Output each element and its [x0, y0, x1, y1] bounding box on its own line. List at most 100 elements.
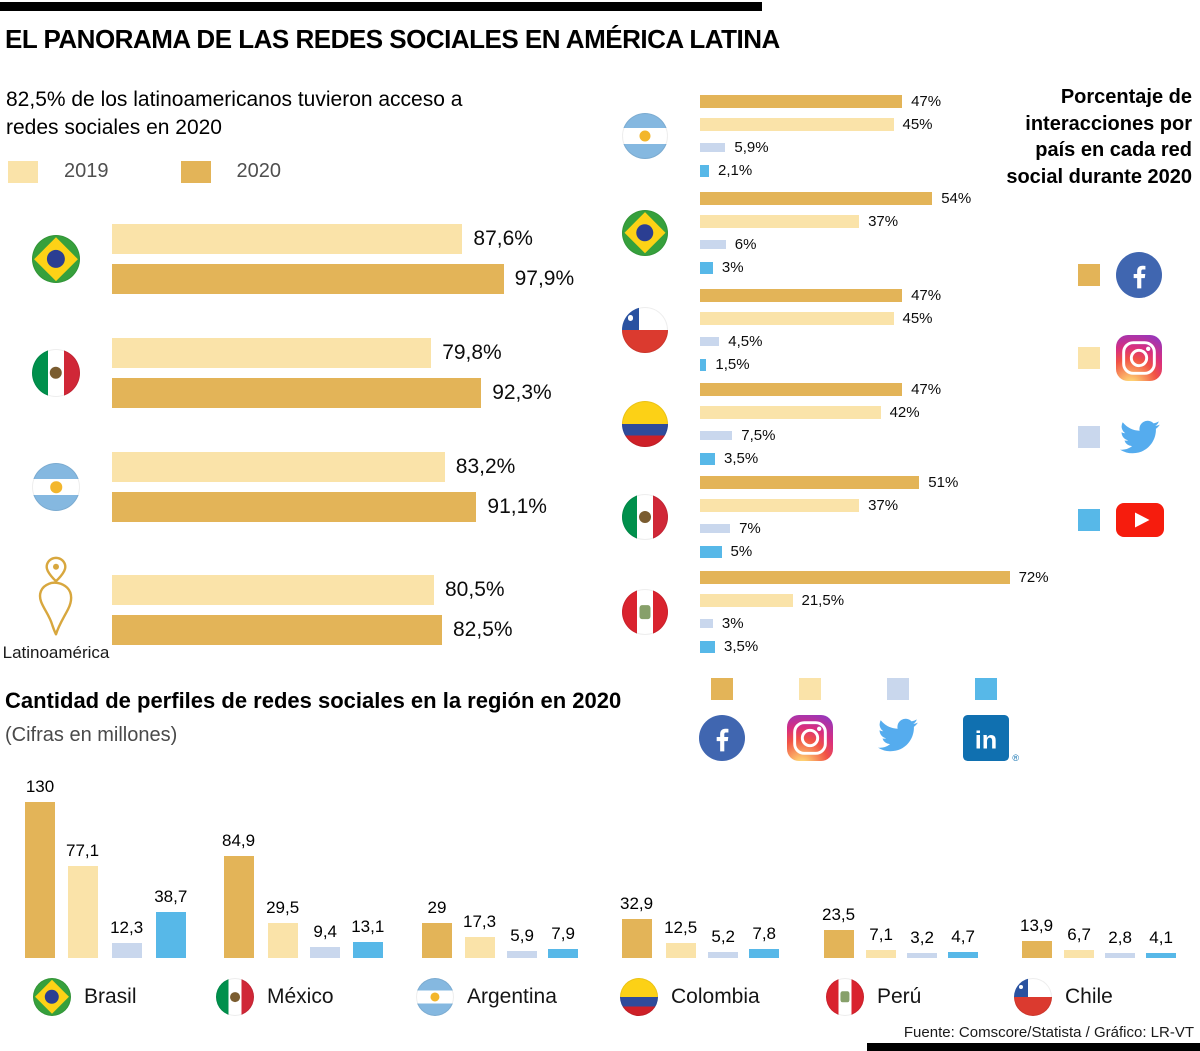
bar-value: 12,3 — [110, 918, 144, 938]
bar-value: 82,5% — [453, 617, 513, 641]
bar-value: 3,2 — [910, 928, 934, 947]
bar-value: 9,4 — [313, 921, 337, 941]
legend-twitter — [1078, 417, 1164, 457]
bar-instagram — [267, 922, 298, 958]
bar-value: 17,3 — [463, 912, 497, 932]
bar-facebook — [700, 192, 933, 205]
country-name: Brasil — [84, 985, 137, 1008]
bar-twitter — [1105, 953, 1136, 958]
bar-twitter — [700, 619, 713, 628]
bar-value: 92,3% — [492, 381, 552, 404]
bar-facebook — [700, 95, 903, 108]
legend-twitter — [874, 678, 922, 761]
twitter-swatch — [1078, 426, 1100, 448]
bar-value: 47% — [911, 381, 942, 398]
mexico-flag-icon — [622, 494, 668, 540]
bar-instagram — [700, 499, 860, 512]
bar-twitter — [507, 950, 538, 958]
profiles-group-mexico: 84,9 29,5 9,4 13,1 — [222, 831, 384, 958]
bar-instagram — [1064, 950, 1095, 958]
bar-value: 29 — [427, 898, 447, 918]
country-name: Perú — [877, 985, 922, 1008]
facebook-icon — [699, 715, 745, 761]
bar-facebook — [700, 571, 1010, 584]
bar-value: 72% — [1018, 569, 1049, 586]
bar-instagram — [700, 594, 793, 607]
bar-facebook — [700, 476, 920, 489]
bar-value: 3,5% — [724, 450, 759, 467]
argentina-flag-icon — [622, 113, 668, 159]
bar-facebook — [422, 923, 452, 958]
instagram-icon — [1116, 335, 1162, 381]
country-name: Argentina — [467, 985, 557, 1008]
bar-youtube — [700, 164, 709, 177]
bar-value: 42% — [889, 404, 920, 421]
bar-twitter — [700, 143, 726, 152]
twitter-swatch — [887, 678, 909, 700]
bar-latam-2019 — [112, 574, 434, 605]
bar-value: 54% — [941, 190, 972, 207]
access-row-mexico: 79,8% 92,3% — [0, 338, 552, 408]
argentina-flag-icon — [32, 463, 80, 511]
bar-value: 37% — [868, 213, 899, 230]
facebook-icon — [1116, 252, 1162, 298]
bar-value: 47% — [911, 93, 942, 110]
bar-youtube — [700, 640, 715, 653]
profiles-chart-subtitle: (Cifras en millones) — [5, 724, 178, 746]
country-label-peru: Perú — [826, 978, 921, 1016]
mexico-flag-icon — [32, 349, 80, 397]
bar-argentina-2020 — [112, 492, 477, 522]
bar-value: 7,8 — [752, 923, 776, 943]
bar-value: 37% — [868, 497, 899, 514]
bar-twitter — [700, 240, 726, 249]
linkedin-icon: in ® — [963, 715, 1019, 763]
bar-instagram — [700, 312, 894, 325]
bar-instagram — [700, 406, 881, 419]
bar-value: 6,7 — [1067, 925, 1091, 944]
access-row-brasil: 87,6% 97,9% — [0, 224, 574, 294]
bar-facebook — [823, 929, 854, 958]
bar-linkedin — [1146, 953, 1177, 958]
bar-value: 4,5% — [728, 333, 763, 350]
country-name: Chile — [1065, 985, 1113, 1008]
interactions-group-colombia: 47% 42% 7,5% 3,5% — [622, 381, 941, 467]
twitter-icon — [874, 715, 922, 755]
bar-value: 21,5% — [801, 592, 845, 609]
legend-label-2020: 2020 — [236, 160, 282, 182]
bar-value: 3% — [721, 259, 744, 276]
argentina-flag-icon — [416, 978, 454, 1016]
legend-instagram — [786, 678, 834, 761]
colombia-flag-icon — [622, 401, 668, 447]
source-credit: Fuente: Comscore/Statista / Gráfico: LR-… — [903, 1024, 1194, 1041]
country-label-colombia: Colombia — [620, 978, 760, 1016]
bar-argentina-2019 — [112, 452, 445, 482]
brazil-flag-icon — [33, 978, 71, 1016]
bar-facebook — [223, 856, 254, 958]
bottom-rule — [867, 1043, 1200, 1051]
bar-linkedin — [548, 948, 579, 958]
bar-latam-2020 — [112, 614, 442, 645]
bar-brasil-2019 — [112, 224, 463, 254]
bar-value: 5% — [730, 543, 753, 560]
bar-youtube — [700, 545, 722, 558]
bar-value: 45% — [902, 116, 933, 133]
bar-value: 4,1 — [1149, 928, 1173, 947]
instagram-swatch — [799, 678, 821, 700]
bar-value: 45% — [902, 310, 933, 327]
page-title: EL PANORAMA DE LAS REDES SOCIALES EN AMÉ… — [5, 24, 780, 54]
country-name: Colombia — [671, 985, 760, 1008]
bar-value: 84,9 — [222, 831, 256, 851]
profiles-chart-title: Cantidad de perfiles de redes sociales e… — [5, 688, 622, 713]
bar-value: 77,1 — [66, 840, 100, 860]
bar-linkedin — [948, 952, 979, 958]
bar-value: 91,1% — [487, 495, 547, 518]
bar-twitter — [700, 337, 720, 346]
bar-value: 12,5 — [664, 918, 698, 937]
bar-value: 3% — [721, 615, 744, 632]
bar-instagram — [700, 215, 860, 228]
bar-value: 87,6% — [473, 227, 533, 250]
legend-youtube — [1078, 503, 1164, 537]
profiles-legend: in ® — [698, 678, 1019, 763]
profiles-group-argentina: 29 17,3 5,9 7,9 — [422, 898, 579, 958]
profiles-group-peru: 23,5 7,1 3,2 4,7 — [822, 905, 979, 958]
